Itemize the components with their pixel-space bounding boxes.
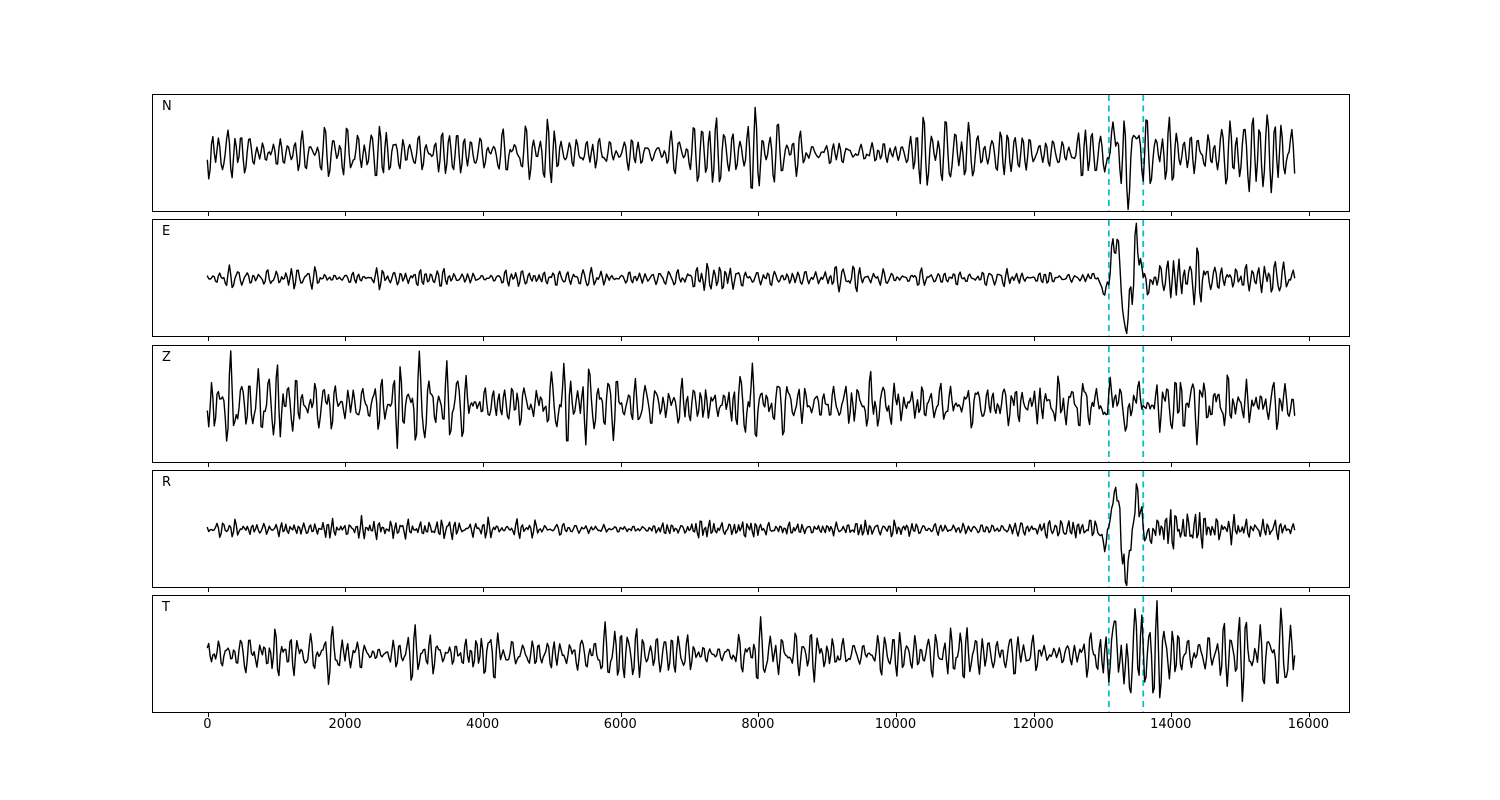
x-axis-tick	[207, 337, 209, 341]
x-axis-tick	[1033, 588, 1035, 592]
x-axis-tick	[1171, 588, 1173, 592]
x-axis-tick	[896, 588, 897, 592]
x-axis-tick	[1308, 212, 1310, 216]
x-axis-tick	[483, 713, 485, 717]
x-axis-tick	[483, 463, 485, 467]
x-axis-tick-label: 12000	[1012, 717, 1054, 732]
x-axis-tick	[620, 463, 622, 467]
waveform-panel-n: N	[152, 94, 1350, 216]
x-axis-tick	[207, 212, 209, 216]
panel-label-n: N	[162, 99, 172, 114]
x-axis-tick	[896, 337, 897, 341]
waveform-canvas-z	[153, 346, 1349, 462]
x-axis-tick	[758, 337, 760, 341]
x-axis-tick-label: 0	[203, 717, 212, 732]
x-axis-tick	[1171, 463, 1173, 467]
x-axis-tick	[896, 463, 897, 467]
x-axis-tick	[758, 713, 760, 717]
x-axis-tick	[1033, 212, 1035, 216]
x-axis-tick-label: 8000	[741, 717, 775, 732]
x-axis-tick	[620, 713, 622, 717]
waveform-canvas-n	[153, 95, 1349, 211]
x-axis-tick	[345, 337, 347, 341]
x-axis-tick	[207, 588, 209, 592]
x-axis-tick	[896, 713, 897, 717]
x-axis-tick	[207, 463, 209, 467]
x-axis-tick	[758, 463, 760, 467]
x-axis-tick	[345, 713, 347, 717]
x-axis-tick	[483, 337, 485, 341]
x-axis-tick	[483, 212, 485, 216]
x-axis-tick-label: 4000	[466, 717, 500, 732]
waveform-panel-t: T	[152, 595, 1350, 717]
waveform-panel-z: Z	[152, 345, 1350, 467]
x-axis-tick	[1033, 463, 1035, 467]
x-axis-tick	[1033, 337, 1035, 341]
waveform-canvas-t	[153, 596, 1349, 712]
x-axis-tick	[1171, 337, 1173, 341]
x-axis-tick-label: 14000	[1150, 717, 1192, 732]
x-axis-tick	[1308, 463, 1310, 467]
x-axis-tick	[620, 588, 622, 592]
x-axis-tick	[345, 463, 347, 467]
waveform-panel-e: E	[152, 219, 1350, 341]
x-axis-tick	[896, 212, 897, 216]
x-axis-tick	[345, 212, 347, 216]
x-axis-tick	[620, 337, 622, 341]
x-axis-tick-label: 16000	[1287, 717, 1330, 732]
waveform-canvas-r	[153, 471, 1349, 587]
x-axis-tick	[345, 588, 347, 592]
panel-label-r: R	[162, 475, 172, 490]
waveform-panel-r: R	[152, 470, 1350, 592]
panel-label-t: T	[162, 600, 170, 615]
x-axis-tick-label: 2000	[328, 717, 362, 732]
panel-label-z: Z	[162, 350, 171, 365]
x-axis-tick	[620, 212, 622, 216]
x-axis-tick	[758, 588, 760, 592]
x-axis-tick-labels: 0 2000 4000 6000 8000 10000 12000 14000 16000	[0, 717, 1500, 737]
x-axis-tick	[1308, 713, 1310, 717]
x-axis-tick	[1171, 713, 1173, 717]
x-axis-tick	[483, 588, 485, 592]
x-axis-tick	[758, 212, 760, 216]
x-axis-tick	[1171, 212, 1173, 216]
x-axis-tick	[1308, 337, 1310, 341]
x-axis-tick-label: 10000	[874, 717, 917, 732]
x-axis-tick	[1308, 588, 1310, 592]
x-axis-tick	[207, 713, 209, 717]
panel-label-e: E	[162, 224, 171, 239]
x-axis-tick	[1033, 713, 1035, 717]
waveform-canvas-e	[153, 220, 1349, 336]
x-axis-tick-label: 6000	[603, 717, 637, 732]
